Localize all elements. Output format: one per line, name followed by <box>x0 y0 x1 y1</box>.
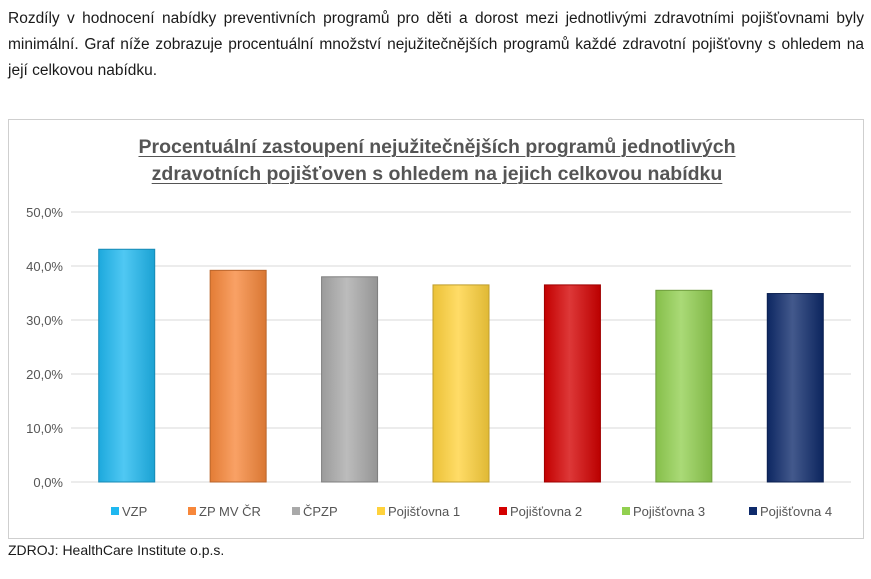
legend-label: Pojišťovna 2 <box>510 504 582 519</box>
legend-swatch <box>111 507 119 515</box>
legend-swatch <box>622 507 630 515</box>
bar-chart: 0,0% 10,0% 20,0% 30,0% 40,0% 50,0% VZP ZP MV ČR… <box>26 205 851 519</box>
bar <box>432 284 490 483</box>
y-tick-label: 30,0% <box>26 313 63 328</box>
legend-swatch <box>292 507 300 515</box>
y-tick-label: 0,0% <box>33 475 63 490</box>
y-tick-label: 50,0% <box>26 205 63 220</box>
legend-label: ZP MV ČR <box>199 504 261 519</box>
legend-swatch <box>188 507 196 515</box>
y-tick-label: 10,0% <box>26 421 63 436</box>
y-tick-label: 20,0% <box>26 367 63 382</box>
legend-swatch <box>499 507 507 515</box>
legend-label: Pojišťovna 3 <box>633 504 705 519</box>
chart-title-line-1: Procentuální zastoupení nejužitečnějších… <box>138 136 736 158</box>
intro-paragraph: Rozdíly v hodnocení nabídky preventivníc… <box>8 10 864 79</box>
bar <box>766 293 824 483</box>
chart-title: Procentuální zastoupení nejužitečnějších… <box>9 134 865 188</box>
legend-label: ČPZP <box>303 504 338 519</box>
legend-swatch <box>749 507 757 515</box>
chart-title-line-2: zdravotních pojišťoven s ohledem na jeji… <box>151 163 723 185</box>
legend-swatch <box>377 507 385 515</box>
chart-frame: Procentuální zastoupení nejužitečnějších… <box>8 119 864 539</box>
bar <box>209 269 267 483</box>
bar <box>321 276 379 483</box>
bar <box>543 284 601 483</box>
legend-label: VZP <box>122 504 147 519</box>
y-tick-label: 40,0% <box>26 259 63 274</box>
source-note: ZDROJ: HealthCare Institute o.p.s. <box>8 542 225 558</box>
legend-label: Pojišťovna 4 <box>760 504 832 519</box>
bar <box>655 289 713 483</box>
bar <box>98 248 156 483</box>
legend-label: Pojišťovna 1 <box>388 504 460 519</box>
